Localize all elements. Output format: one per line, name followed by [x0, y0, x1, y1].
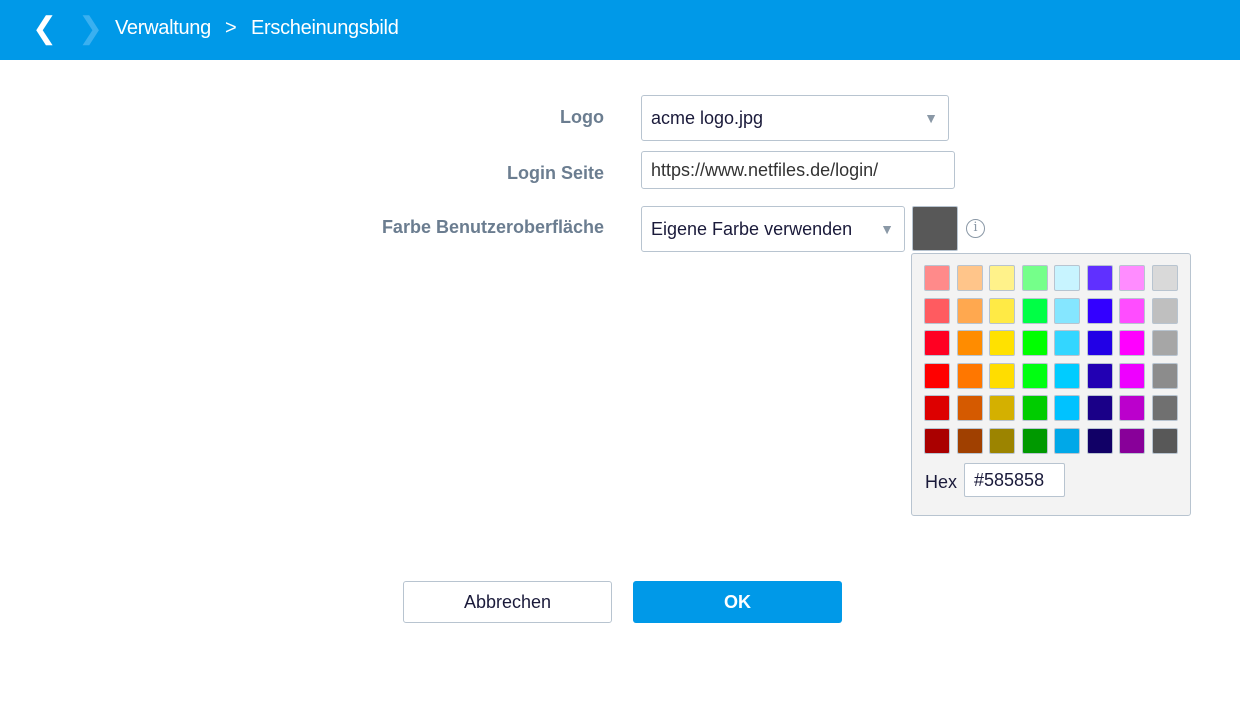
login-label: Login Seite — [506, 163, 604, 183]
color-cell[interactable] — [1054, 395, 1080, 421]
dropdown-caret-icon: ▼ — [924, 110, 938, 126]
color-cell[interactable] — [1086, 330, 1113, 356]
color-cell[interactable] — [1086, 265, 1113, 291]
hex-label: Hex — [925, 472, 958, 492]
logo-value: acme logo.jpg — [651, 107, 764, 128]
color-cell[interactable] — [1151, 395, 1178, 421]
color-picker: Hex #585858 — [911, 253, 1191, 516]
color-cell[interactable] — [989, 427, 1015, 454]
ok-button[interactable]: OK — [633, 581, 842, 623]
color-cell[interactable] — [989, 395, 1015, 421]
color-cell[interactable] — [1021, 297, 1048, 324]
color-cell[interactable] — [989, 265, 1015, 291]
color-cell[interactable] — [956, 330, 983, 356]
color-cell[interactable] — [1151, 330, 1178, 356]
color-cell[interactable] — [924, 265, 950, 291]
color-cell[interactable] — [1021, 362, 1048, 389]
login-page-input[interactable]: https://www.netfiles.de/login/ — [641, 151, 955, 189]
color-cell[interactable] — [1151, 427, 1178, 454]
cancel-button[interactable]: Abbrechen — [403, 581, 612, 623]
dropdown-caret-icon: ▼ — [880, 221, 894, 237]
color-cell[interactable] — [956, 427, 983, 454]
forward-icon[interactable]: ❯ — [78, 12, 104, 45]
color-cell[interactable] — [1119, 395, 1145, 421]
color-cell[interactable] — [1151, 265, 1178, 291]
color-cell[interactable] — [1086, 362, 1113, 389]
color-swatch[interactable] — [912, 206, 958, 251]
color-cell[interactable] — [1021, 265, 1048, 291]
color-cell[interactable] — [924, 362, 950, 389]
color-cell[interactable] — [924, 427, 950, 454]
color-label: Farbe Benutzeroberfläche — [381, 217, 604, 237]
color-cell[interactable] — [1054, 265, 1080, 291]
color-cell[interactable] — [924, 330, 950, 356]
color-cell[interactable] — [1119, 427, 1145, 454]
hex-input[interactable]: #585858 — [964, 463, 1065, 497]
color-cell[interactable] — [989, 297, 1015, 324]
color-cell[interactable] — [1151, 362, 1178, 389]
color-mode-select[interactable]: Eigene Farbe verwenden ▼ — [641, 206, 905, 252]
breadcrumb-current: Erscheinungsbild — [251, 17, 399, 39]
logo-select[interactable]: acme logo.jpg ▼ — [641, 95, 949, 141]
color-cell[interactable] — [1119, 330, 1145, 356]
color-cell[interactable] — [1086, 297, 1113, 324]
breadcrumb-separator: > — [225, 17, 237, 39]
color-cell[interactable] — [956, 297, 983, 324]
color-cell[interactable] — [1054, 362, 1080, 389]
info-icon[interactable]: i — [966, 219, 985, 238]
color-cell[interactable] — [1054, 330, 1080, 356]
color-cell[interactable] — [1054, 297, 1080, 324]
color-cell[interactable] — [1086, 427, 1113, 454]
color-cell[interactable] — [1021, 395, 1048, 421]
color-cell[interactable] — [1054, 427, 1080, 454]
login-value: https://www.netfiles.de/login/ — [651, 159, 879, 180]
logo-label: Logo — [560, 107, 604, 127]
back-icon[interactable]: ❮ — [32, 12, 58, 45]
color-cell[interactable] — [989, 362, 1015, 389]
color-cell[interactable] — [989, 330, 1015, 356]
color-cell[interactable] — [1119, 265, 1145, 291]
breadcrumb-verwaltung[interactable]: Verwaltung — [115, 17, 211, 39]
color-cell[interactable] — [1151, 297, 1178, 324]
color-cell[interactable] — [1119, 297, 1145, 324]
color-mode-value: Eigene Farbe verwenden — [651, 218, 853, 239]
color-cell[interactable] — [924, 297, 950, 324]
color-cell[interactable] — [1021, 330, 1048, 356]
color-cell[interactable] — [1086, 395, 1113, 421]
color-cell[interactable] — [1021, 427, 1048, 454]
color-cell[interactable] — [956, 362, 983, 389]
color-cell[interactable] — [924, 395, 950, 421]
color-cell[interactable] — [956, 395, 983, 421]
top-bar: ❮ ❯ Verwaltung > Erscheinungsbild — [0, 0, 1240, 60]
color-cell[interactable] — [956, 265, 983, 291]
color-cell[interactable] — [1119, 362, 1145, 389]
